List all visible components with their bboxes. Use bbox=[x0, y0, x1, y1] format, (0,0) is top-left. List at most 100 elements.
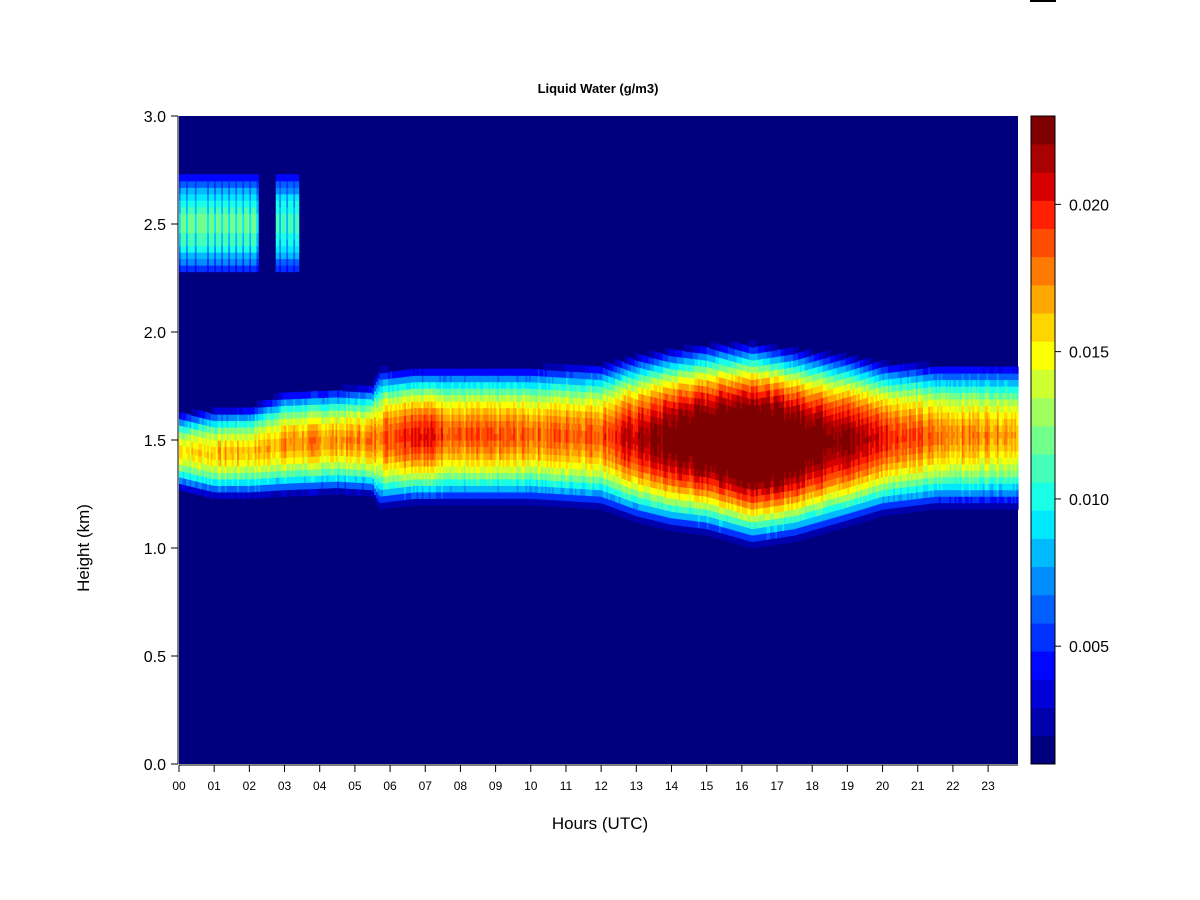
heatmap-cell bbox=[548, 441, 551, 449]
heatmap-cell bbox=[546, 447, 549, 455]
heatmap-cell bbox=[486, 472, 490, 480]
heatmap-cell bbox=[235, 427, 238, 435]
heatmap-cell bbox=[629, 448, 632, 456]
heatmap-cell bbox=[198, 410, 201, 418]
heatmap-cell bbox=[235, 485, 238, 493]
heatmap-cell bbox=[525, 433, 528, 441]
heatmap-cell bbox=[518, 472, 521, 480]
heatmap-cell bbox=[388, 482, 391, 490]
heatmap-cell bbox=[347, 410, 351, 418]
heatmap-cell bbox=[249, 465, 252, 473]
heatmap-cell bbox=[555, 480, 558, 488]
heatmap-cell bbox=[597, 463, 600, 471]
heatmap-cell bbox=[208, 490, 212, 498]
heatmap-cell bbox=[288, 431, 291, 439]
heatmap-cell bbox=[231, 446, 235, 454]
heatmap-cell bbox=[289, 411, 293, 419]
heatmap-cell bbox=[365, 424, 368, 432]
heatmap-cell bbox=[504, 446, 507, 454]
heatmap-cell bbox=[634, 379, 637, 387]
heatmap-cell bbox=[441, 491, 444, 499]
heatmap-cell bbox=[219, 446, 222, 454]
heatmap-cell bbox=[599, 424, 602, 432]
heatmap-cell bbox=[342, 390, 345, 398]
heatmap-cell bbox=[504, 452, 507, 461]
heatmap-cell bbox=[587, 495, 590, 503]
heatmap-cell bbox=[300, 456, 303, 464]
heatmap-cell bbox=[432, 459, 435, 467]
heatmap-cell bbox=[198, 449, 201, 457]
heatmap-cell bbox=[581, 475, 585, 483]
heatmap-cell bbox=[275, 444, 279, 452]
heatmap-cell bbox=[407, 466, 411, 474]
heatmap-cell bbox=[418, 478, 421, 486]
heatmap-cell bbox=[490, 440, 493, 448]
heatmap-cell bbox=[419, 433, 423, 441]
heatmap-cell bbox=[368, 424, 372, 432]
heatmap-cell bbox=[486, 394, 490, 402]
heatmap-cell bbox=[300, 430, 303, 438]
heatmap-cell bbox=[332, 455, 335, 463]
heatmap-cell bbox=[214, 440, 217, 448]
heatmap-cell bbox=[618, 399, 622, 407]
heatmap-cell bbox=[518, 465, 521, 473]
heatmap-cell bbox=[476, 381, 479, 389]
heatmap-cell bbox=[616, 411, 620, 419]
heatmap-cell bbox=[409, 375, 412, 383]
heatmap-cell bbox=[532, 498, 535, 506]
heatmap-cell bbox=[564, 493, 567, 502]
heatmap-cell bbox=[370, 398, 374, 406]
heatmap-cell bbox=[624, 446, 627, 454]
heatmap-cell bbox=[541, 447, 544, 455]
heatmap-cell bbox=[360, 456, 363, 464]
heatmap-cell bbox=[583, 482, 586, 490]
heatmap-cell bbox=[602, 361, 606, 369]
heatmap-cell bbox=[354, 397, 358, 406]
heatmap-cell bbox=[416, 459, 419, 467]
heatmap-cell bbox=[312, 449, 316, 457]
heatmap-cell bbox=[326, 462, 330, 470]
heatmap-cell bbox=[571, 500, 574, 508]
heatmap-cell bbox=[455, 433, 458, 441]
heatmap-cell bbox=[523, 407, 527, 415]
heatmap-cell bbox=[590, 437, 593, 445]
heatmap-cell bbox=[277, 412, 280, 420]
heatmap-cell bbox=[238, 440, 242, 448]
heatmap-cell bbox=[302, 456, 305, 464]
heatmap-cell bbox=[261, 445, 265, 453]
heatmap-cell bbox=[293, 411, 296, 419]
heatmap-cell bbox=[588, 437, 592, 445]
heatmap-cell bbox=[245, 407, 249, 415]
heatmap-cell bbox=[259, 484, 263, 492]
heatmap-cell bbox=[641, 419, 644, 427]
heatmap-cell bbox=[562, 474, 565, 482]
heatmap-cell bbox=[268, 419, 272, 427]
heatmap-cell bbox=[629, 390, 632, 398]
heatmap-cell bbox=[479, 375, 483, 383]
heatmap-cell bbox=[339, 390, 342, 398]
heatmap-cell bbox=[476, 394, 479, 402]
heatmap-cell bbox=[404, 467, 407, 475]
heatmap-cell bbox=[483, 407, 486, 415]
heatmap-cell bbox=[402, 467, 405, 475]
heatmap-cell bbox=[456, 465, 460, 473]
heatmap-cell bbox=[414, 478, 418, 486]
heatmap-cell bbox=[523, 381, 527, 389]
heatmap-cell bbox=[569, 500, 572, 508]
heatmap-cell bbox=[240, 407, 243, 415]
heatmap-cell bbox=[344, 410, 347, 418]
heatmap-cell bbox=[492, 491, 495, 499]
heatmap-cell bbox=[430, 414, 433, 422]
heatmap-cell bbox=[361, 443, 365, 451]
heatmap-cell bbox=[228, 446, 231, 454]
heatmap-cell bbox=[377, 494, 381, 502]
heatmap-cell bbox=[602, 497, 606, 505]
heatmap-cell bbox=[321, 423, 324, 431]
heatmap-cell bbox=[638, 425, 641, 433]
heatmap-cell bbox=[309, 443, 312, 451]
heatmap-cell bbox=[532, 446, 535, 454]
heatmap-cell bbox=[286, 444, 289, 452]
heatmap-cell bbox=[372, 439, 375, 447]
heatmap-cell bbox=[492, 465, 495, 473]
heatmap-cell bbox=[557, 448, 560, 456]
